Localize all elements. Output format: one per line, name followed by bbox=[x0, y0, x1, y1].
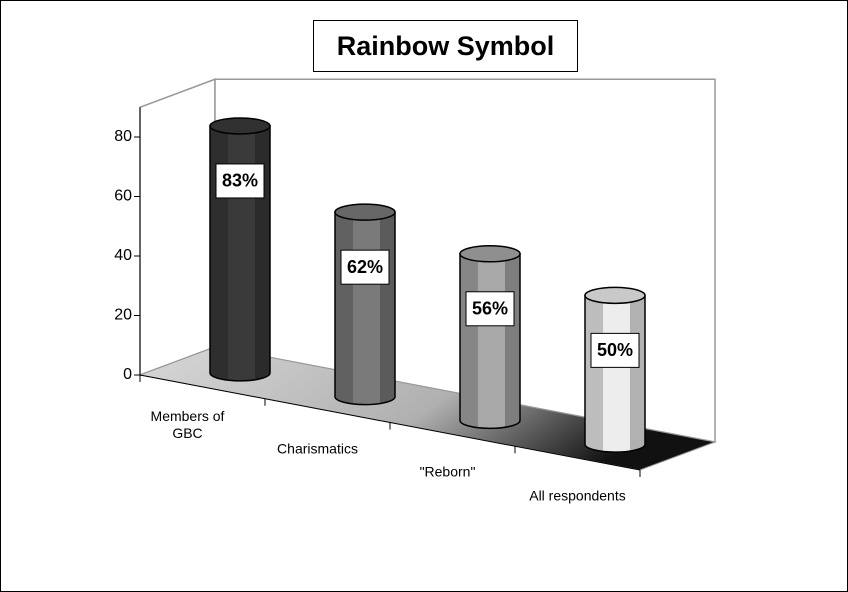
bar-top bbox=[459, 245, 521, 263]
y-tick-label: 0 bbox=[123, 366, 132, 383]
data-label: 56% bbox=[472, 299, 508, 319]
bar-shade bbox=[335, 212, 353, 404]
bar-shade bbox=[380, 212, 395, 404]
left-wall bbox=[139, 78, 216, 377]
x-tick-label: All respondents bbox=[529, 487, 626, 504]
bar bbox=[459, 245, 521, 430]
y-tick-label: 80 bbox=[114, 128, 132, 145]
bar-shade bbox=[585, 295, 603, 452]
bar-top-shade bbox=[210, 117, 270, 134]
chart-title: Rainbow Symbol bbox=[313, 20, 578, 72]
data-label: 83% bbox=[222, 171, 258, 191]
bar bbox=[209, 117, 271, 382]
bar-top bbox=[209, 117, 271, 135]
y-tick-label: 40 bbox=[114, 247, 132, 264]
data-label-box bbox=[465, 291, 515, 327]
data-label: 50% bbox=[597, 340, 633, 360]
data-label-box bbox=[215, 163, 265, 199]
bar bbox=[334, 203, 396, 406]
data-label: 62% bbox=[347, 257, 383, 277]
data-label-box bbox=[590, 332, 640, 368]
x-tick-label: "Reborn" bbox=[419, 463, 476, 480]
bar-top-shade bbox=[460, 245, 520, 262]
bar-top bbox=[334, 203, 396, 221]
bar-shade bbox=[460, 253, 478, 428]
x-tick-label: Members of GBC bbox=[150, 407, 225, 441]
bar-top-shade bbox=[585, 287, 645, 304]
bar-top-shade bbox=[335, 204, 395, 221]
y-tick-label: 20 bbox=[114, 307, 132, 324]
data-label-box bbox=[340, 249, 390, 285]
bar-top bbox=[584, 286, 646, 305]
bar bbox=[584, 286, 646, 453]
y-tick-label: 60 bbox=[114, 188, 132, 205]
x-tick-label: Charismatics bbox=[277, 440, 358, 457]
bar-shade bbox=[505, 253, 520, 428]
bar-shade bbox=[630, 295, 645, 451]
